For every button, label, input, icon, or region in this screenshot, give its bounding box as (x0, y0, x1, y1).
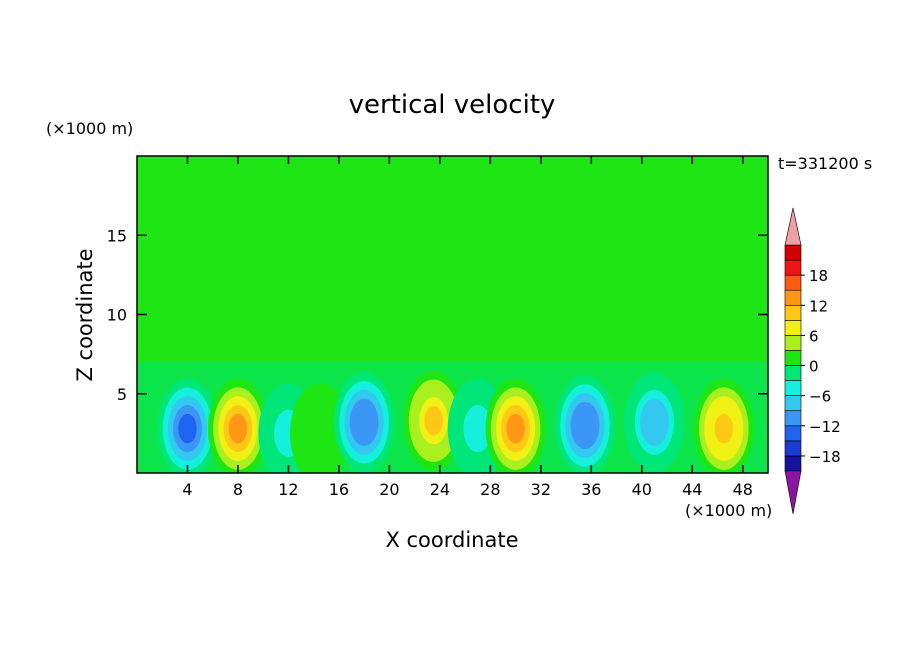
x-tick-label: 48 (733, 480, 753, 499)
x-tick-label: 12 (278, 480, 298, 499)
plot-area (137, 156, 768, 473)
velocity-cell (693, 378, 754, 473)
x-tick-label: 16 (329, 480, 349, 499)
x-axis-label: X coordinate (385, 528, 518, 552)
colorbar-label: −18 (809, 448, 841, 466)
x-tick-label: 28 (480, 480, 500, 499)
colorbar-segment (784, 425, 802, 442)
y-axis: 5 10 15 (107, 226, 768, 404)
colorbar-segment (784, 395, 802, 412)
colorbar-segment (784, 259, 802, 276)
velocity-cell (334, 372, 395, 473)
colorbar-segment (784, 335, 802, 351)
colorbar-segment (784, 350, 802, 366)
chart-title: vertical velocity (349, 90, 556, 120)
colorbar-segment (784, 320, 802, 336)
colorbar: 18 12 6 0 −6 −12 −18 (784, 207, 841, 515)
x-tick-label: 44 (682, 480, 702, 499)
velocity-cell (403, 370, 464, 471)
x-tick-label: 4 (182, 480, 192, 499)
velocity-cell (555, 375, 616, 473)
colorbar-segment (784, 289, 802, 306)
colorbar-over-arrow (784, 207, 802, 246)
y-tick-label: 10 (107, 306, 127, 325)
velocity-cell (624, 372, 685, 473)
colorbar-segment (784, 244, 802, 261)
velocity-cell (157, 378, 218, 473)
y-unit-label: (×1000 m) (46, 119, 133, 138)
time-label: t=331200 s (778, 154, 872, 173)
y-tick-label: 5 (117, 385, 127, 404)
colorbar-label: 18 (809, 267, 828, 285)
x-tick-label: 40 (632, 480, 652, 499)
colorbar-segment (784, 304, 802, 321)
x-tick-label: 32 (531, 480, 551, 499)
colorbar-label: 12 (809, 297, 828, 315)
colorbar-under-arrow (784, 470, 802, 515)
colorbar-segment (784, 274, 802, 291)
colorbar-segment (784, 410, 802, 427)
colorbar-segment (784, 440, 802, 457)
y-axis-label: Z coordinate (73, 248, 97, 381)
colorbar-segment (784, 380, 802, 396)
velocity-cell (207, 378, 268, 473)
velocity-cell (289, 383, 350, 473)
colorbar-label: 6 (809, 327, 819, 345)
colorbar-label: 0 (809, 358, 819, 376)
colorbar-segment (784, 455, 802, 472)
colorbar-label: −6 (809, 388, 831, 406)
x-tick-label: 36 (581, 480, 601, 499)
y-tick-label: 15 (107, 226, 127, 245)
colorbar-segment (784, 365, 802, 381)
x-tick-label: 20 (379, 480, 399, 499)
x-tick-label: 24 (430, 480, 450, 499)
colorbar-label: −12 (809, 418, 841, 436)
x-unit-label: (×1000 m) (685, 501, 772, 520)
x-tick-label: 8 (233, 480, 243, 499)
velocity-cell (485, 378, 546, 473)
x-axis: 4 8 12 16 20 24 28 32 36 40 44 48 (182, 156, 753, 499)
